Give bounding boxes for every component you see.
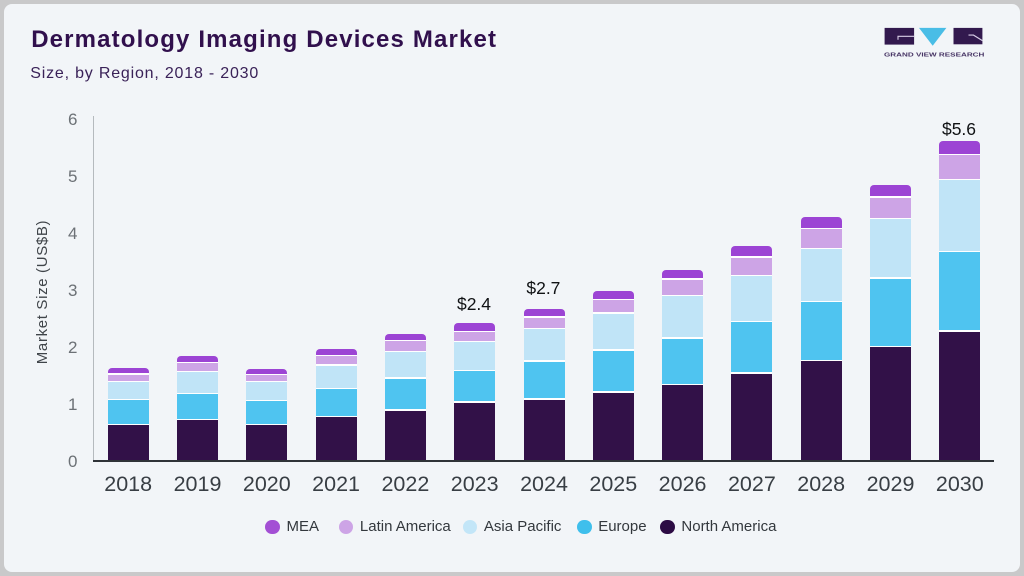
svg-text:GRAND VIEW RESEARCH: GRAND VIEW RESEARCH: [884, 53, 985, 59]
